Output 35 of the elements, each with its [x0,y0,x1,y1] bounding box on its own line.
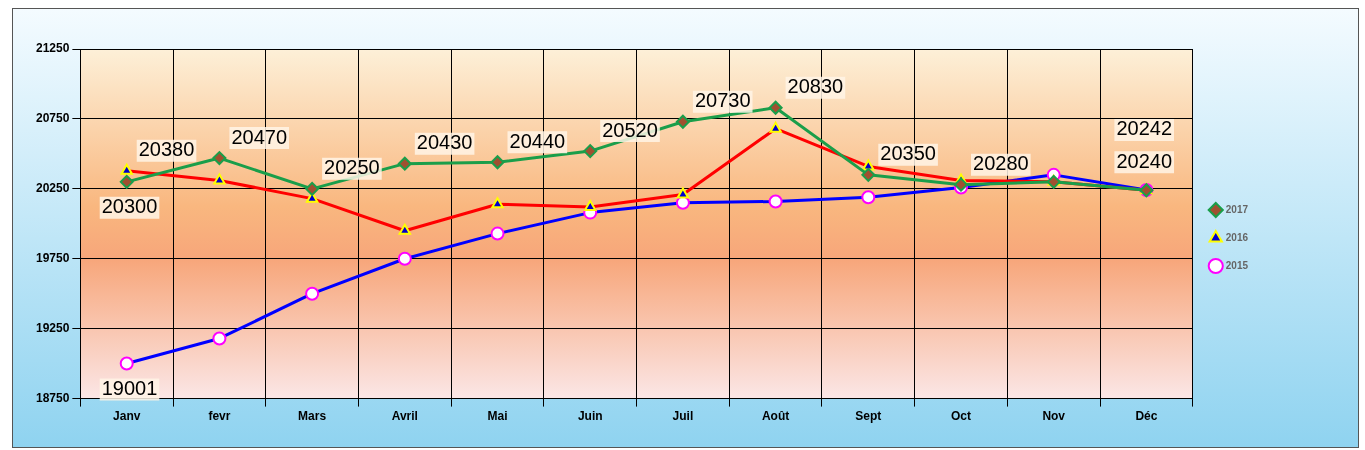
data-label: 20470 [231,125,288,148]
y-tick-label: 21250 [35,41,70,56]
data-label: 20240 [1116,149,1173,172]
data-label: 20380 [138,138,195,161]
data-label: 20730 [694,89,751,112]
x-tick-label: Nov [1042,409,1066,424]
x-tick-label: Juin [577,409,603,424]
data-label: 20350 [880,142,936,165]
y-tick-label: 20750 [35,111,70,126]
data-label: 20300 [101,195,158,218]
legend-label: 2015 [1225,259,1249,271]
x-tick-label: Sept [855,409,882,424]
data-label: 20440 [509,129,566,152]
x-tick-label: Août [761,409,790,424]
data-label: 20830 [787,75,844,98]
legend-label: 2017 [1225,203,1249,215]
x-tick-label: fevr [208,409,231,424]
x-tick-label: Juil [672,409,694,424]
y-tick-label: 18750 [35,390,70,405]
y-tick-label: 19250 [35,320,70,335]
data-label: 20242 [1116,117,1173,140]
x-tick-label: Janv [113,409,141,424]
y-tick-label: 19750 [35,251,70,266]
x-tick-label: Mai [487,409,508,424]
legend-label: 2016 [1225,231,1249,243]
x-tick-label: Déc [1135,409,1158,424]
x-tick-label: Avril [391,409,418,424]
x-tick-label: Oct [951,409,972,424]
data-label: 20430 [416,131,473,154]
data-label: 19001 [101,377,158,400]
x-tick-label: Mars [298,409,327,424]
data-label: 20520 [602,118,658,141]
y-tick-label: 20250 [35,181,70,196]
data-label: 20250 [324,156,380,179]
data-label: 20280 [973,152,1029,175]
